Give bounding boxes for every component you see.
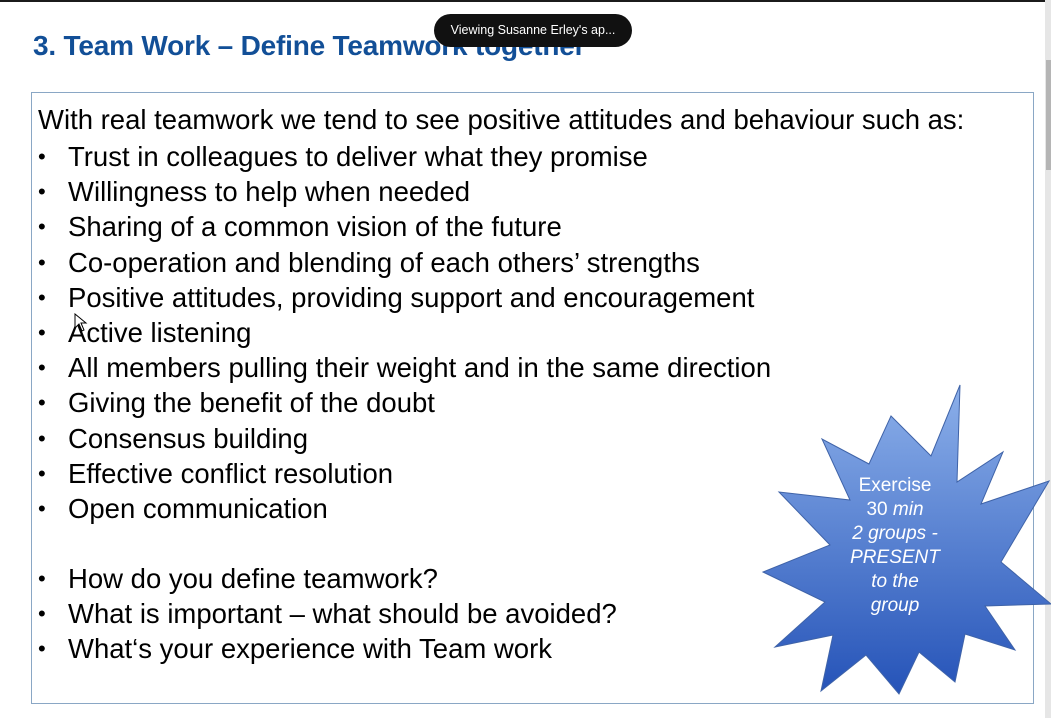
exercise-label: Exercise [858,475,932,496]
starburst-shape [761,384,1051,695]
exercise-present: PRESENT [850,547,940,568]
question-item: How do you define teamwork? [38,561,617,596]
list-item: Consensus building [38,421,771,456]
exercise-group: group [870,595,920,616]
list-item: All members pulling their weight and in … [38,350,771,385]
question-list: How do you define teamwork? What is impo… [38,561,617,667]
behaviour-list: Trust in colleagues to deliver what they… [38,139,771,526]
list-item: Effective conflict resolution [38,456,771,491]
viewing-screen-share-indicator[interactable]: Viewing Susanne Erley's ap... [434,14,632,47]
scrollbar-thumb[interactable] [1046,60,1051,170]
list-item: Sharing of a common vision of the future [38,209,771,244]
list-item: Co-operation and blending of each others… [38,245,771,280]
exercise-duration: 30 min [866,499,924,520]
list-item: Giving the benefit of the doubt [38,385,771,420]
scrollbar-track[interactable] [1045,0,1051,718]
list-item: Open communication [38,491,771,526]
question-item: What‘s your experience with Team work [38,631,617,666]
mouse-cursor-icon [74,313,88,332]
list-item: Active listening [38,315,771,350]
exercise-groups: 2 groups - [852,523,938,544]
exercise-to-the: to the [871,571,919,592]
window-top-edge [0,0,1051,2]
question-item: What is important – what should be avoid… [38,596,617,631]
list-item: Positive attitudes, providing support an… [38,280,771,315]
list-item: Trust in colleagues to deliver what they… [38,139,771,174]
exercise-callout: Exercise 30 min 2 groups - PRESENT to th… [816,474,974,618]
list-item: Willingness to help when needed [38,174,771,209]
intro-text: With real teamwork we tend to see positi… [38,104,965,135]
